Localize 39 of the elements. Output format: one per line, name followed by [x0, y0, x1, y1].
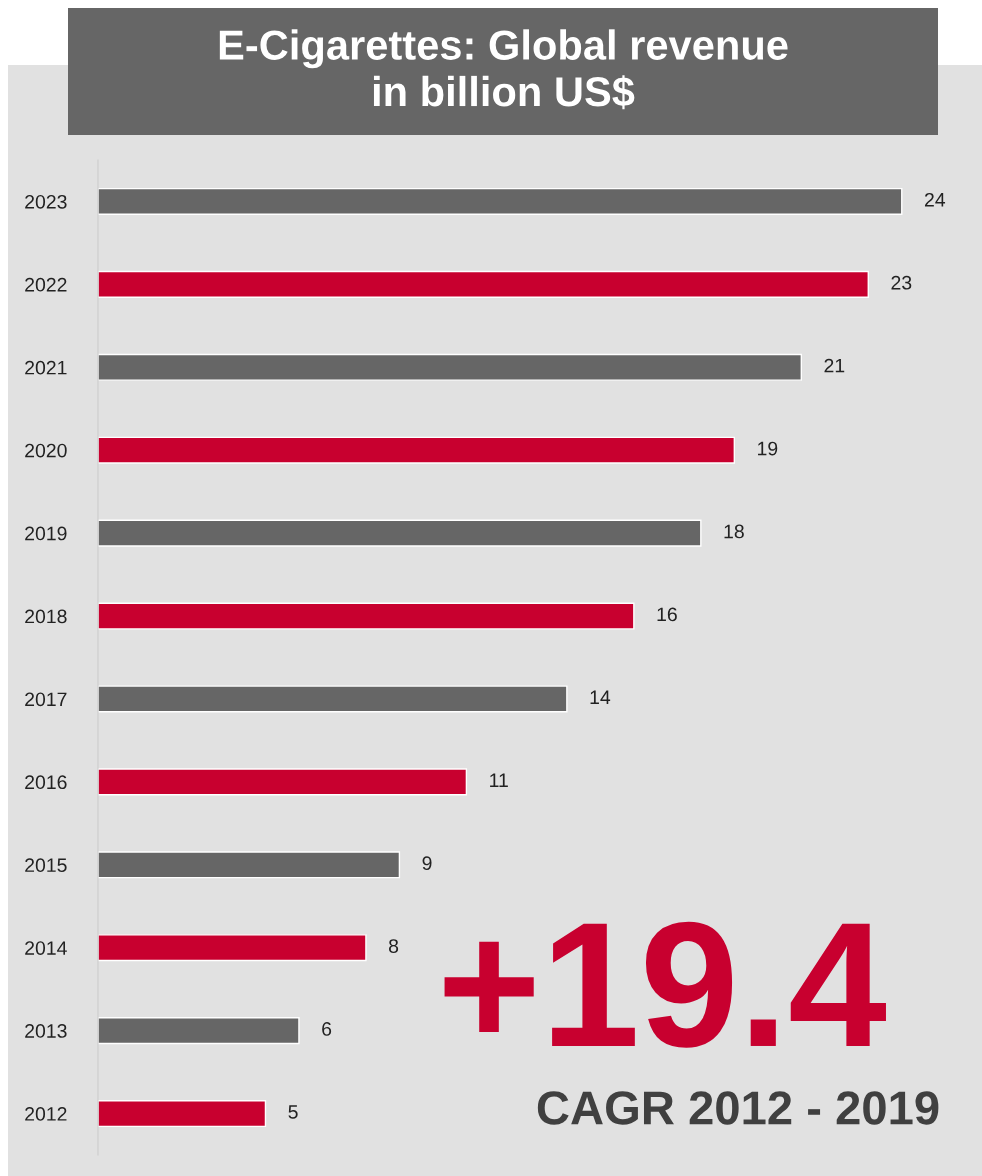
- bar: [98, 353, 802, 381]
- data-label: 9: [422, 856, 432, 871]
- data-label: 24: [924, 192, 946, 207]
- bar: [98, 934, 367, 962]
- data-label: 11: [490, 773, 508, 787]
- y-tick-label: 2023: [25, 194, 67, 209]
- y-tick-label: 2018: [25, 609, 67, 624]
- data-label: 16: [657, 607, 677, 622]
- data-label: 5: [288, 1105, 298, 1119]
- bar: [98, 436, 736, 464]
- y-tick-label: 2019: [25, 526, 67, 541]
- bar: [98, 851, 401, 879]
- bar: [98, 270, 869, 298]
- y-tick-label: 2015: [25, 858, 67, 873]
- y-tick-label: 2020: [25, 443, 67, 458]
- y-tick-label: 2014: [25, 941, 67, 955]
- data-label: 18: [724, 524, 744, 539]
- bar: [98, 187, 903, 216]
- data-label: 21: [824, 358, 845, 373]
- bar: [98, 1017, 300, 1045]
- bar: [98, 519, 702, 547]
- annotation: CAGR 2012 - 2019: [537, 1091, 939, 1125]
- y-tick-label: 2022: [25, 277, 67, 292]
- bar: [98, 1099, 267, 1128]
- y-tick-label: 2016: [25, 775, 67, 790]
- y-tick-label: 2013: [25, 1024, 67, 1038]
- annotation: +19.4: [444, 921, 886, 1048]
- y-tick-label: 2012: [25, 1107, 67, 1121]
- data-label: 23: [891, 275, 912, 290]
- data-label: 8: [388, 939, 399, 953]
- y-tick-label: 2021: [25, 360, 67, 375]
- chart-title: E-Cigarettes: Global revenue in billion US$: [219, 29, 788, 110]
- data-label: 19: [758, 441, 778, 456]
- bar: [98, 768, 468, 796]
- bar: [98, 602, 635, 630]
- data-label: 14: [590, 690, 611, 704]
- bar: [98, 685, 568, 713]
- data-label: 6: [322, 1022, 332, 1036]
- y-tick-label: 2017: [25, 692, 67, 707]
